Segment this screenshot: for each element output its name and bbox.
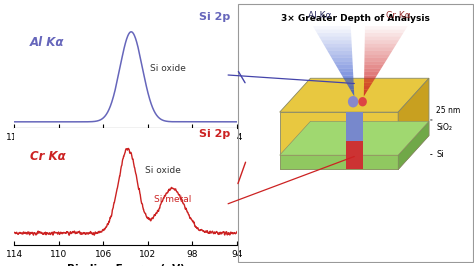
Polygon shape: [337, 68, 353, 72]
Text: Cr Kα: Cr Kα: [30, 151, 65, 163]
Polygon shape: [364, 86, 370, 89]
Polygon shape: [365, 30, 405, 33]
Polygon shape: [346, 112, 363, 141]
Polygon shape: [365, 47, 394, 51]
Text: 25 nm: 25 nm: [436, 106, 460, 115]
Polygon shape: [325, 47, 352, 51]
Circle shape: [348, 96, 358, 107]
Text: Si oxide: Si oxide: [145, 166, 181, 175]
Text: SiO₂: SiO₂: [436, 123, 452, 132]
Polygon shape: [336, 65, 353, 68]
Polygon shape: [280, 112, 398, 169]
Polygon shape: [346, 82, 354, 86]
Polygon shape: [317, 33, 351, 37]
Text: Si 2p: Si 2p: [199, 129, 230, 139]
Text: Al Kα: Al Kα: [308, 11, 332, 20]
Text: Al Kα: Al Kα: [30, 36, 64, 49]
Polygon shape: [342, 75, 354, 79]
Text: Si metal: Si metal: [154, 195, 191, 204]
Polygon shape: [280, 155, 398, 169]
Polygon shape: [364, 93, 366, 97]
Polygon shape: [280, 78, 429, 112]
Polygon shape: [328, 51, 352, 54]
Polygon shape: [364, 68, 381, 72]
Polygon shape: [319, 37, 351, 40]
Polygon shape: [365, 58, 388, 61]
Polygon shape: [315, 30, 351, 33]
Polygon shape: [364, 79, 375, 82]
Polygon shape: [352, 93, 354, 97]
Polygon shape: [365, 61, 386, 65]
Polygon shape: [350, 89, 354, 93]
Polygon shape: [364, 75, 377, 79]
Polygon shape: [323, 44, 352, 47]
Polygon shape: [365, 40, 399, 44]
Polygon shape: [365, 44, 397, 47]
Polygon shape: [364, 89, 368, 93]
Polygon shape: [321, 40, 352, 44]
Polygon shape: [365, 37, 401, 40]
Text: Si: Si: [436, 150, 444, 159]
Polygon shape: [398, 121, 429, 169]
Polygon shape: [346, 141, 363, 169]
Polygon shape: [364, 65, 383, 68]
Polygon shape: [365, 51, 392, 54]
Polygon shape: [364, 72, 379, 75]
Circle shape: [358, 97, 367, 106]
Polygon shape: [334, 61, 353, 65]
Polygon shape: [348, 86, 354, 89]
Polygon shape: [365, 33, 403, 37]
Text: Si 2p: Si 2p: [199, 12, 230, 22]
Polygon shape: [364, 82, 373, 86]
Text: Si oxide: Si oxide: [150, 64, 186, 73]
Polygon shape: [398, 78, 429, 169]
Polygon shape: [331, 58, 353, 61]
Polygon shape: [280, 121, 429, 155]
Polygon shape: [340, 72, 353, 75]
Text: Cr Kα: Cr Kα: [386, 11, 410, 20]
X-axis label: Binding Energy (eV): Binding Energy (eV): [67, 264, 184, 266]
Text: 3× Greater Depth of Analysis: 3× Greater Depth of Analysis: [281, 14, 430, 23]
Polygon shape: [344, 79, 354, 82]
Polygon shape: [365, 54, 390, 58]
Polygon shape: [329, 54, 352, 58]
